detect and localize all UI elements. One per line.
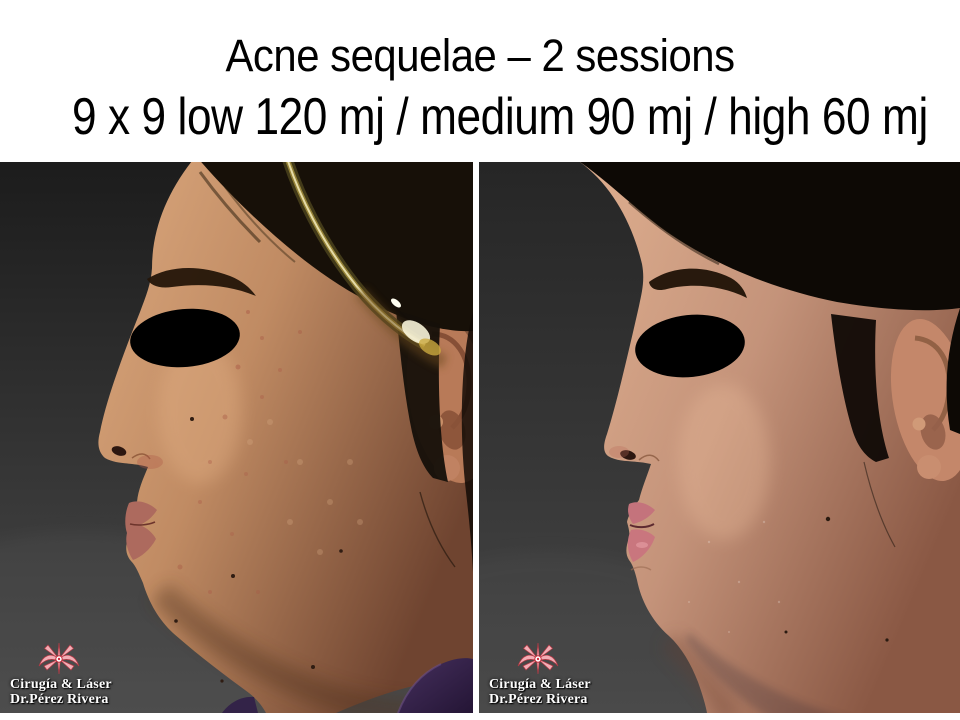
lips	[627, 502, 655, 562]
acne-marks	[177, 310, 302, 594]
watermark-line1: Cirugía & Láser	[10, 677, 112, 692]
title-block: Acne sequelae – 2 sessions 9 x 9 low 120…	[0, 0, 960, 162]
watermark-line1: Cirugía & Láser	[489, 677, 591, 692]
hair-shine-streak	[282, 162, 448, 369]
slide-subtitle: 9 x 9 low 120 mj / medium 90 mj / high 6…	[72, 88, 928, 146]
hair	[201, 162, 473, 332]
eyebrow	[147, 268, 256, 296]
moles	[174, 417, 343, 683]
clinic-watermark: Cirugía & Láser Dr.Pérez Rivera	[10, 642, 112, 707]
slide-title: Acne sequelae – 2 sessions	[225, 30, 735, 81]
eyebrow	[649, 268, 747, 298]
eye-privacy-bar	[130, 308, 240, 368]
skin-sheen	[688, 520, 781, 633]
face-profile-right-art	[479, 162, 960, 713]
watermark-line2: Dr.Pérez Rivera	[489, 692, 588, 707]
eye-privacy-bar	[635, 314, 745, 378]
starburst-logo-icon	[38, 642, 80, 675]
before-after-panel: Cirugía & Láser Dr.Pérez Rivera	[0, 162, 960, 713]
starburst-logo-icon	[517, 642, 559, 675]
jaw-stubble-shading	[686, 632, 831, 713]
watermark-line2: Dr.Pérez Rivera	[10, 692, 109, 707]
clinic-watermark: Cirugía & Láser Dr.Pérez Rivera	[489, 642, 591, 707]
sideburn-hair	[831, 314, 889, 462]
shirt-collar	[222, 696, 258, 713]
shirt	[398, 658, 473, 713]
nostril	[111, 446, 127, 456]
photo-right: Cirugía & Láser Dr.Pérez Rivera	[479, 162, 960, 713]
face-profile-left-art	[0, 162, 473, 713]
lips	[125, 501, 157, 560]
photo-left: Cirugía & Láser Dr.Pérez Rivera	[0, 162, 473, 713]
scar-texture	[247, 419, 363, 555]
moles	[784, 516, 889, 642]
hair	[580, 162, 960, 311]
nostril	[620, 450, 636, 460]
